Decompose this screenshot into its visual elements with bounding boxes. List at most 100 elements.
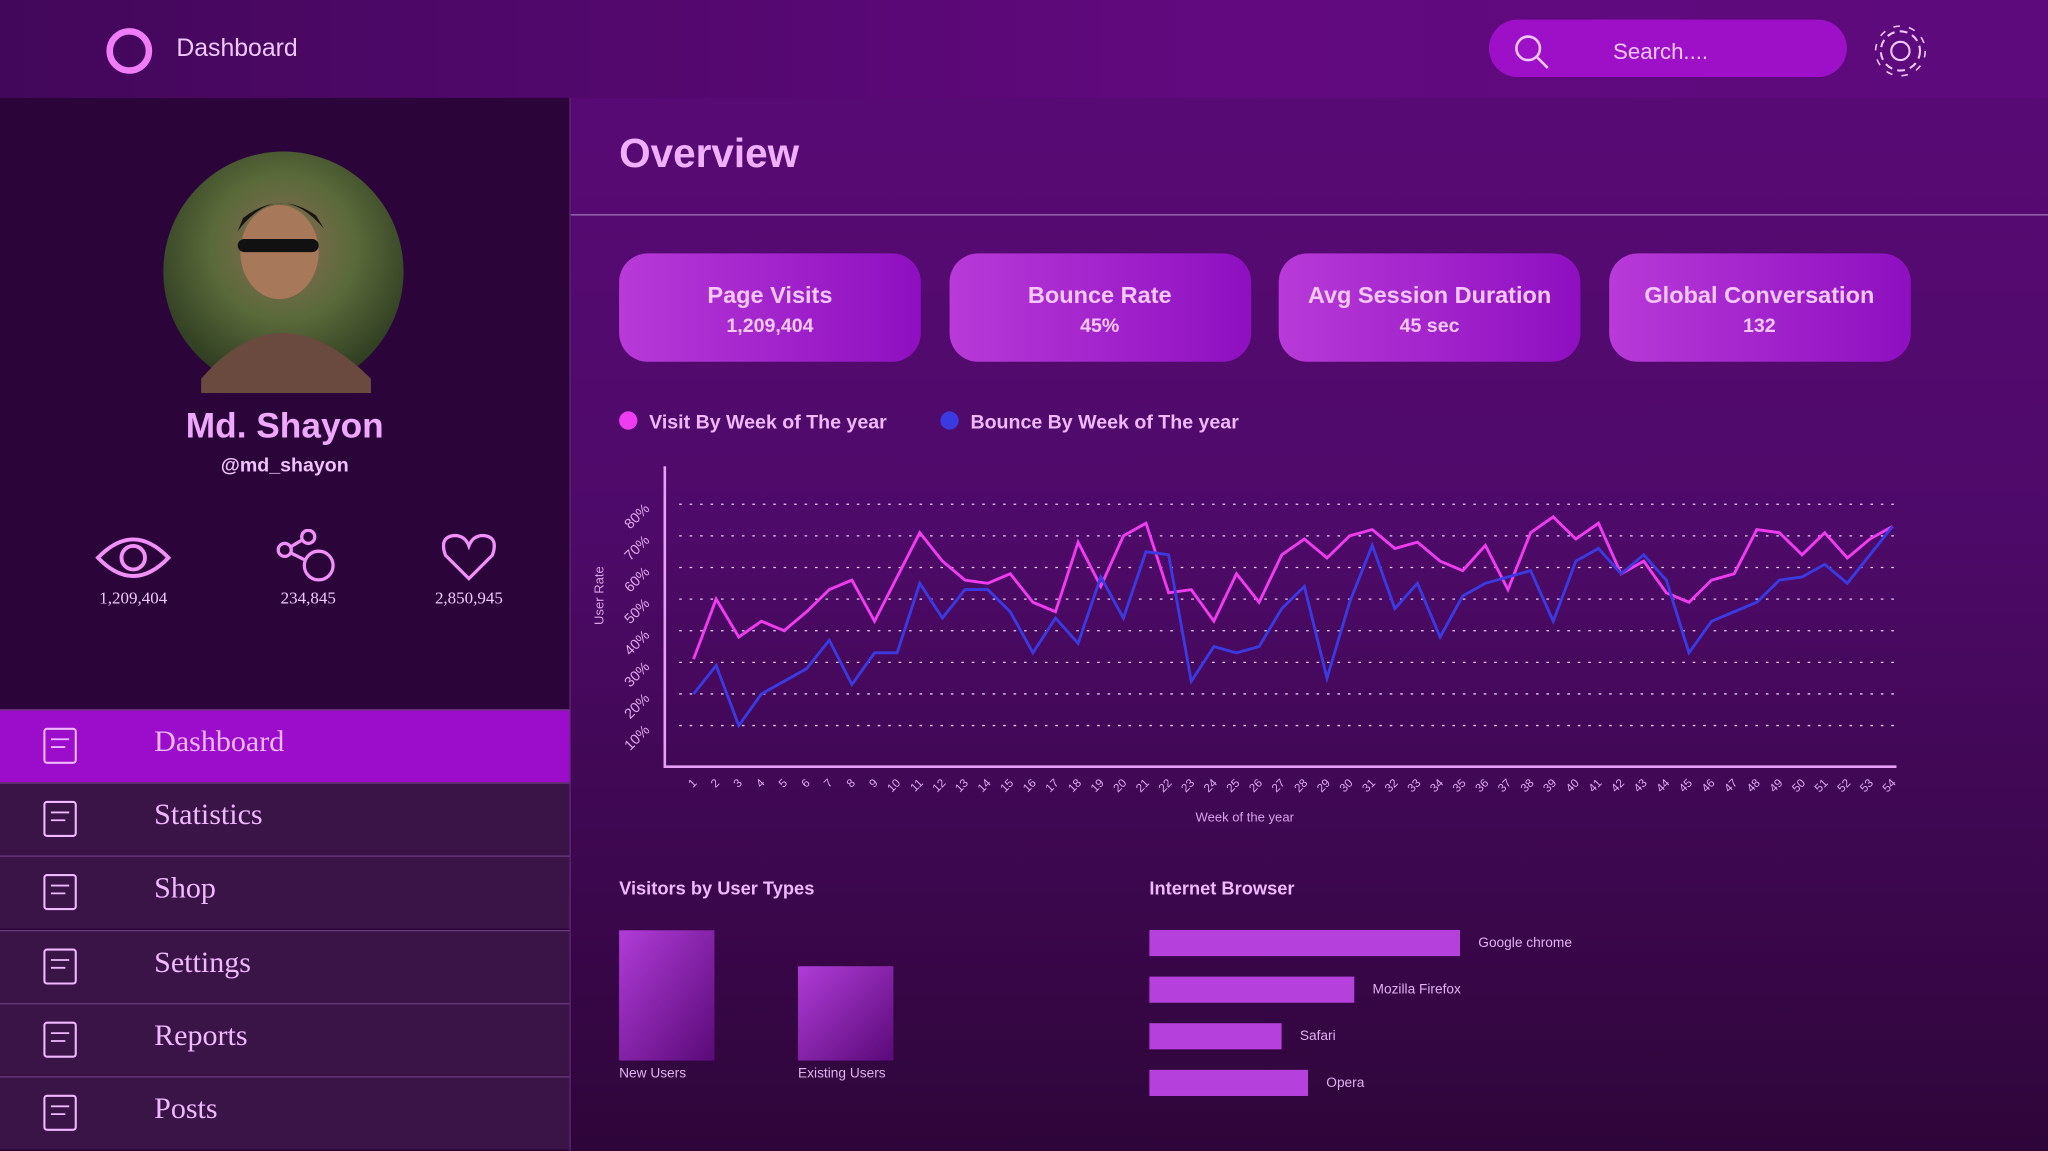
nav-label: Shop (154, 871, 216, 905)
x-tick-label: 21 (1134, 777, 1152, 795)
x-tick-label: 43 (1631, 776, 1650, 795)
x-tick-label: 51 (1812, 777, 1830, 795)
nav-icon (43, 874, 77, 911)
header-title: Dashboard (176, 35, 298, 63)
x-tick-label: 54 (1880, 776, 1899, 795)
y-axis-label: User Rate (591, 566, 606, 625)
bar-label: Existing Users (798, 1066, 886, 1081)
x-tick-label: 38 (1518, 776, 1537, 795)
nav-item[interactable]: Settings (0, 929, 570, 1003)
x-tick-label: 48 (1744, 776, 1763, 795)
nav-item[interactable]: Statistics (0, 782, 570, 856)
stat-value: 1,209,404 (99, 587, 168, 608)
profile-handle: @md_shayon (220, 454, 349, 477)
x-tick-label: 33 (1405, 776, 1424, 795)
likes-icon (441, 533, 496, 581)
x-tick-label: 3 (731, 776, 745, 790)
y-tick-label: 40% (622, 627, 654, 659)
kpi-card: Page Visits 1,209,404 (619, 253, 921, 362)
kpi-card: Global Conversation 132 (1608, 253, 1911, 362)
x-tick-label: 4 (754, 776, 768, 790)
x-tick-label: 1 (686, 777, 700, 791)
x-tick-label: 19 (1088, 777, 1106, 795)
x-axis-label: Week of the year (1196, 810, 1295, 825)
avatar (163, 151, 404, 394)
legend-swatch (619, 411, 638, 430)
x-tick-label: 5 (776, 776, 790, 790)
x-tick-label: 39 (1541, 777, 1559, 795)
y-tick-label: 60% (622, 564, 654, 596)
kpi-label: Global Conversation (1644, 282, 1875, 309)
legend-label: Visit By Week of The year (649, 411, 887, 433)
nav-item[interactable]: Shop (0, 856, 570, 930)
x-tick-label: 31 (1360, 777, 1378, 795)
nav-label: Dashboard (154, 724, 285, 758)
bar (1149, 929, 1461, 957)
search-box[interactable]: Search.... (1488, 19, 1847, 78)
bar-label: Opera (1326, 1075, 1364, 1090)
y-tick-label: 30% (622, 659, 654, 691)
nav-icon (43, 1021, 77, 1058)
y-tick-label: 80% (622, 501, 654, 533)
kpi-card: Avg Session Duration 45 sec (1278, 253, 1581, 362)
sidebar: Md. Shayon @md_shayon 1,209,404 234,845 … (0, 97, 571, 1151)
search-placeholder: Search.... (1613, 39, 1709, 64)
x-tick-label: 14 (975, 776, 994, 795)
nav-label: Reports (154, 1018, 248, 1052)
bar-label: New Users (619, 1066, 686, 1081)
nav-label: Settings (154, 945, 251, 978)
bar-label: Google chrome (1478, 935, 1572, 950)
overview-title: Overview (619, 130, 800, 177)
x-tick-label: 29 (1315, 777, 1333, 795)
kpi-card: Bounce Rate 45% (948, 253, 1251, 362)
profile-name: Md. Shayon (185, 406, 384, 446)
x-tick-label: 12 (930, 777, 948, 795)
x-tick-label: 32 (1382, 777, 1400, 795)
x-tick-label: 25 (1224, 776, 1243, 795)
x-tick-label: 22 (1156, 777, 1174, 795)
x-tick-label: 15 (998, 776, 1017, 795)
kpi-label: Page Visits (707, 282, 833, 309)
x-tick-label: 34 (1428, 776, 1447, 795)
line-series (692, 515, 1894, 660)
bar-label: Safari (1300, 1028, 1336, 1043)
x-tick-label: 8 (844, 776, 858, 790)
nav-icon (43, 1094, 77, 1131)
x-tick-label: 2 (708, 777, 722, 791)
nav-item[interactable]: Dashboard (0, 709, 570, 783)
y-tick-label: 50% (622, 596, 654, 628)
x-tick-label: 9 (867, 777, 881, 791)
x-tick-label: 53 (1858, 776, 1877, 795)
x-tick-label: 10 (885, 776, 904, 795)
x-tick-label: 36 (1473, 776, 1492, 795)
divider (570, 214, 2048, 216)
x-tick-label: 41 (1586, 777, 1604, 795)
chart-title: Internet Browser (1149, 878, 1294, 899)
x-tick-label: 24 (1201, 776, 1220, 795)
kpi-label: Avg Session Duration (1307, 282, 1552, 309)
x-tick-label: 44 (1654, 776, 1673, 795)
kpi-label: Bounce Rate (1027, 282, 1172, 309)
nav-item[interactable]: Posts (0, 1076, 570, 1150)
nav-label: Posts (154, 1091, 218, 1125)
x-tick-label: 47 (1722, 777, 1740, 795)
x-tick-label: 35 (1450, 776, 1469, 795)
nav-label: Statistics (154, 798, 263, 831)
x-tick-label: 7 (822, 777, 836, 791)
search-icon (1515, 35, 1549, 69)
bar (1149, 1069, 1309, 1096)
nav-icon (43, 947, 77, 985)
x-tick-label: 50 (1790, 776, 1809, 795)
bar (1149, 1023, 1282, 1050)
x-tick-label: 30 (1337, 776, 1356, 795)
kpi-value: 132 (1742, 314, 1776, 337)
kpi-value: 45 sec (1399, 314, 1460, 337)
bar (798, 966, 894, 1061)
x-tick-label: 52 (1835, 777, 1853, 795)
x-tick-label: 49 (1767, 777, 1785, 795)
settings-icon[interactable] (1872, 22, 1929, 79)
x-tick-label: 18 (1066, 776, 1085, 795)
nav-item[interactable]: Reports (0, 1002, 570, 1076)
nav-icon (43, 801, 77, 838)
